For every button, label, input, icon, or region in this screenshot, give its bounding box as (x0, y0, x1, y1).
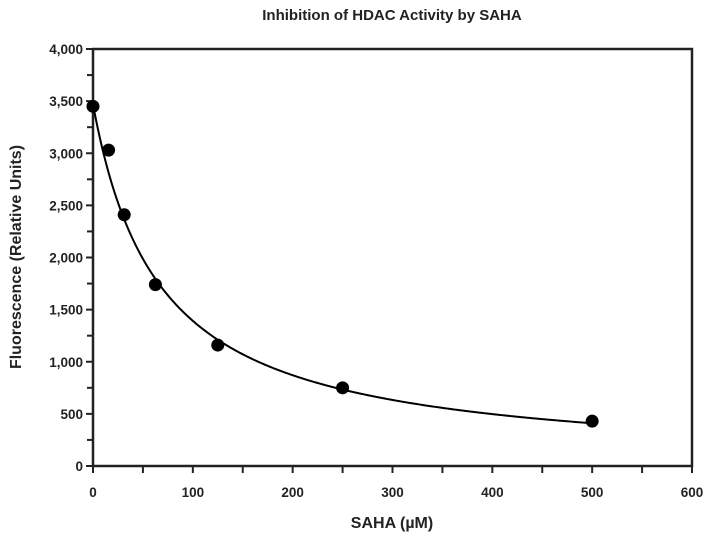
data-point (86, 99, 100, 113)
y-tick-label: 500 (60, 407, 83, 422)
x-tick-label: 300 (381, 485, 404, 500)
data-point (102, 143, 116, 157)
x-tick-label: 200 (281, 485, 304, 500)
chart-title: Inhibition of HDAC Activity by SAHA (262, 7, 522, 24)
x-axis: 0 100 200 300 400 500 600 (89, 466, 703, 500)
data-point (211, 338, 225, 352)
y-tick-label: 1,500 (49, 303, 83, 318)
y-tick-label: 3,500 (49, 94, 83, 109)
y-tick-label: 4,000 (49, 42, 83, 57)
y-tick-label: 2,500 (49, 198, 83, 213)
x-tick-label: 0 (89, 485, 97, 500)
y-tick-label: 2,000 (49, 251, 83, 266)
y-tick-label: 1,000 (49, 355, 83, 370)
x-tick-label: 100 (182, 485, 205, 500)
y-tick-label: 3,000 (49, 146, 83, 161)
plot-border (91, 47, 694, 468)
fit-curve (92, 104, 593, 425)
x-axis-label: SAHA (µM) (351, 515, 433, 532)
data-point (117, 208, 131, 222)
y-axis-label: Fluorescence (Relative Units) (8, 145, 25, 369)
y-axis: 0 500 1,000 1,500 2,000 2,500 3,000 3,500 4,000 (49, 42, 93, 474)
data-point (148, 278, 162, 292)
plot-frame (91, 47, 694, 468)
data-points (86, 99, 599, 428)
data-point (585, 414, 599, 428)
y-tick-label: 0 (75, 459, 83, 474)
x-tick-label: 500 (581, 485, 604, 500)
x-tick-label: 600 (681, 485, 704, 500)
x-tick-label: 400 (481, 485, 504, 500)
data-point (336, 381, 350, 395)
